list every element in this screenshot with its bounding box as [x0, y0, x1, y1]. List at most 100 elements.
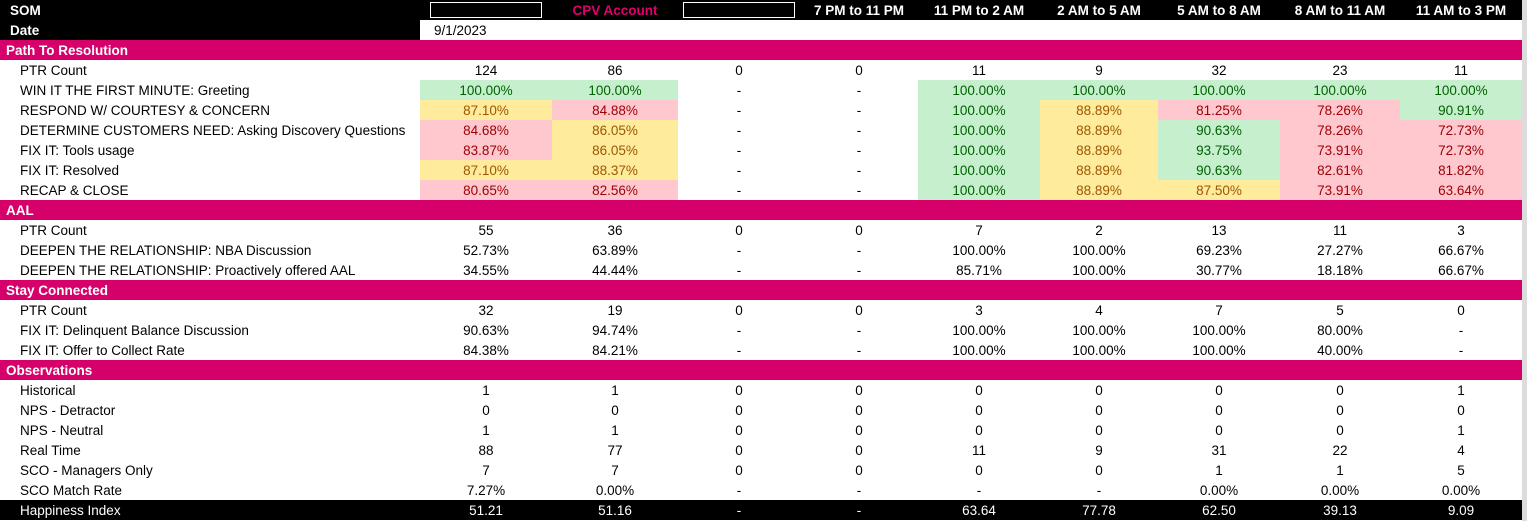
value-cell: 1 — [1215, 462, 1223, 478]
value-cell: 100.00% — [1072, 242, 1126, 258]
row-label: RECAP & CLOSE — [20, 182, 129, 198]
value-cell: 19 — [607, 302, 623, 318]
value-cell: 100.00% — [952, 242, 1006, 258]
value-cell: - — [736, 482, 742, 498]
value-cell: 11 — [971, 62, 986, 78]
value-cell: 100.00% — [918, 120, 1040, 140]
date-value: 9/1/2023 — [434, 22, 487, 38]
value-cell: - — [1458, 322, 1464, 338]
value-cell: 73.91% — [1280, 180, 1400, 200]
table-row: FIX IT: Tools usage 83.87% 86.05% - - 100.00%… — [0, 140, 1522, 160]
table-row: PTR Count 124 86 0 0 11 9 32 23 11 — [0, 60, 1522, 80]
value-cell: 86 — [607, 62, 623, 78]
value-cell: - — [976, 482, 982, 498]
value-cell: 100.00% — [420, 80, 552, 100]
column-header: 8 AM to 11 AM — [1280, 0, 1400, 20]
value-cell: 0 — [1336, 402, 1344, 418]
value-cell: 0 — [735, 302, 743, 318]
value-cell: 100.00% — [1158, 80, 1280, 100]
value-cell: 0 — [735, 382, 743, 398]
value-cell: 88 — [478, 442, 494, 458]
row-label: DEEPEN THE RELATIONSHIP: NBA Discussion — [20, 242, 312, 258]
section-title: AAL — [0, 200, 1522, 220]
value-cell: 0 — [735, 442, 743, 458]
value-cell: 39.13 — [1280, 500, 1400, 520]
value-cell: 7 — [975, 222, 983, 238]
value-cell: 1 — [482, 382, 490, 398]
table-row: FIX IT: Delinquent Balance Discussion 90.… — [0, 320, 1522, 340]
value-cell: - — [736, 322, 742, 338]
redaction-bar — [430, 2, 542, 19]
column-header: 11 PM to 2 AM — [918, 0, 1040, 20]
value-cell: 55 — [478, 222, 494, 238]
section-header: Stay Connected — [0, 280, 1522, 300]
table-row: NPS - Neutral 1 1 0 0 0 0 0 0 1 — [0, 420, 1522, 440]
value-cell: - — [856, 262, 862, 278]
section-title: Observations — [0, 360, 1522, 380]
value-cell: 78.26% — [1280, 120, 1400, 140]
value-cell: - — [856, 102, 862, 118]
value-cell: 13 — [1211, 222, 1227, 238]
date-label: Date — [0, 20, 420, 40]
value-cell: 11 — [1453, 62, 1468, 78]
value-cell: 0 — [855, 302, 863, 318]
value-cell: 81.82% — [1400, 160, 1522, 180]
value-cell: 5 — [1457, 462, 1465, 478]
value-cell: 90.63% — [463, 322, 509, 338]
value-cell: 87.50% — [1158, 180, 1280, 200]
value-cell: 85.71% — [956, 262, 1002, 278]
column-header: 2 AM to 5 AM — [1040, 0, 1158, 20]
value-cell: 0 — [975, 422, 983, 438]
value-cell: 0 — [855, 402, 863, 418]
value-cell: 7 — [1215, 302, 1223, 318]
row-label: FIX IT: Delinquent Balance Discussion — [20, 322, 249, 338]
value-cell: 69.23% — [1196, 242, 1242, 258]
value-cell: 9 — [1095, 442, 1103, 458]
value-cell: 0 — [855, 442, 863, 458]
value-cell: 0 — [1095, 462, 1103, 478]
value-cell: 0 — [1215, 402, 1223, 418]
value-cell: 40.00% — [1317, 342, 1363, 358]
value-cell: 31 — [1211, 442, 1227, 458]
value-cell: 5 — [1336, 302, 1344, 318]
value-cell: 72.73% — [1400, 140, 1522, 160]
value-cell: - — [856, 322, 862, 338]
row-label: SCO - Managers Only — [20, 462, 153, 478]
table-row: PTR Count 32 19 0 0 3 4 7 5 0 — [0, 300, 1522, 320]
value-cell: 0 — [611, 402, 619, 418]
value-cell: 81.25% — [1158, 100, 1280, 120]
value-cell: 83.87% — [420, 140, 552, 160]
column-header: 11 AM to 3 PM — [1400, 0, 1522, 20]
value-cell: 4 — [1095, 302, 1103, 318]
value-cell: 44.44% — [592, 262, 638, 278]
account-label: CPV Account — [552, 0, 678, 20]
table-row: WIN IT THE FIRST MINUTE: Greeting 100.00%… — [0, 80, 1522, 100]
value-cell: 100.00% — [918, 100, 1040, 120]
section-header: Observations — [0, 360, 1522, 380]
value-cell: 11 — [971, 442, 986, 458]
value-cell: 0 — [855, 62, 863, 78]
value-cell: 34.55% — [463, 262, 509, 278]
value-cell: 23 — [1332, 62, 1348, 78]
table-row: RECAP & CLOSE 80.65% 82.56% - - 100.00% 88.89%… — [0, 180, 1522, 200]
value-cell: 0 — [1336, 422, 1344, 438]
value-cell: 86.05% — [552, 120, 678, 140]
row-label: NPS - Detractor — [20, 402, 116, 418]
value-cell: - — [856, 182, 862, 198]
value-cell: 51.16 — [552, 500, 678, 520]
redacted-cell — [678, 0, 800, 20]
row-label: PTR Count — [20, 62, 87, 78]
value-cell: - — [856, 162, 862, 178]
value-cell: - — [856, 482, 862, 498]
value-cell: 0 — [975, 402, 983, 418]
section-header: AAL — [0, 200, 1522, 220]
value-cell: 0 — [735, 62, 743, 78]
redacted-cell — [420, 0, 552, 20]
happiness-index-row: Happiness Index 51.21 51.16- -63.64 77.78 62.… — [0, 500, 1522, 520]
value-cell: 93.75% — [1158, 140, 1280, 160]
value-cell: 100.00% — [1280, 80, 1400, 100]
value-cell: 90.63% — [1158, 120, 1280, 140]
section-title: Stay Connected — [0, 280, 1522, 300]
row-label: WIN IT THE FIRST MINUTE: Greeting — [20, 82, 250, 98]
